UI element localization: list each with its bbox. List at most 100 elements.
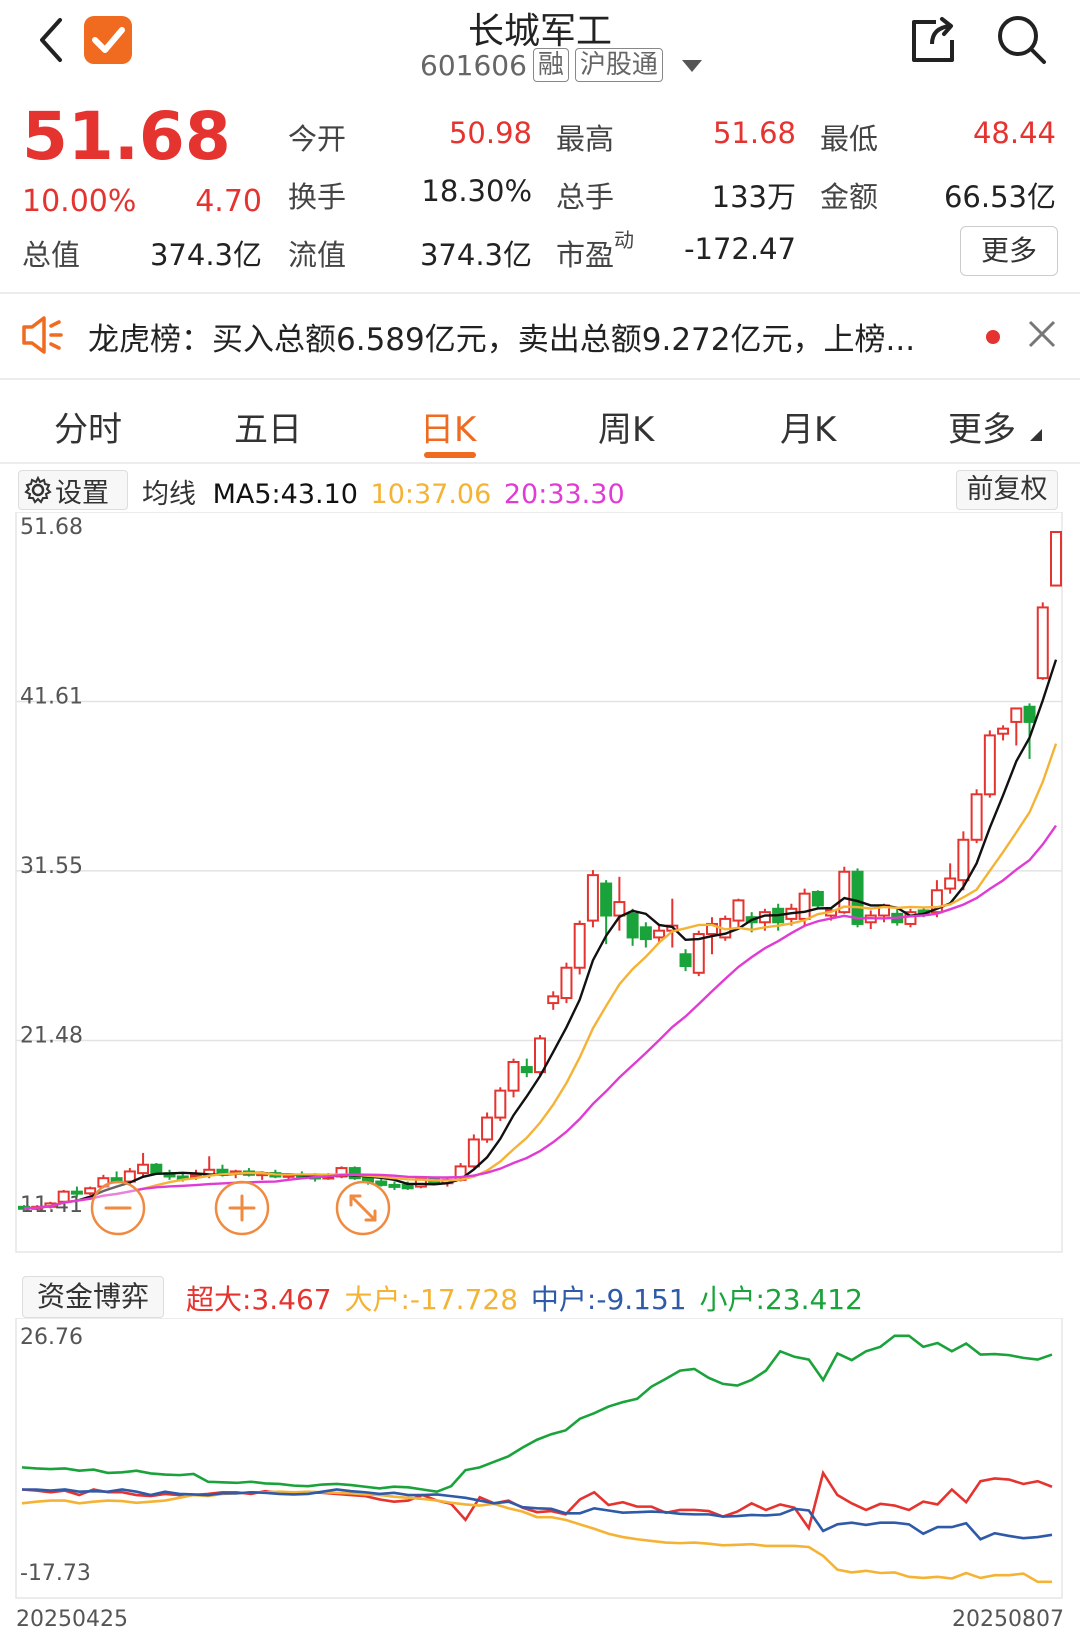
tab-daily-k[interactable]: 日K (420, 410, 477, 450)
divider (0, 462, 1080, 464)
stat-value: 50.98 (448, 116, 532, 150)
close-notice-button[interactable] (1024, 316, 1060, 352)
ma5-value: MA5:43.10 (212, 479, 358, 510)
candle-body (84, 1187, 97, 1195)
candle-body (1023, 705, 1036, 723)
corner-triangle-icon (1030, 426, 1042, 445)
x-start-label: 20250425 (16, 1607, 128, 1632)
super-large-flow: 超大:3.467 (186, 1283, 332, 1316)
tab-more[interactable]: 更多 (948, 410, 1016, 450)
candle-body (626, 912, 639, 939)
tab-monthly-k[interactable]: 月K (780, 410, 837, 450)
candle-body (70, 1190, 83, 1195)
notice-text: 龙虎榜：买入总额6.589亿元，卖出总额9.272亿元，上榜... (88, 322, 916, 358)
candle-body (560, 966, 573, 1000)
share-icon (912, 17, 954, 62)
candle-body (375, 1180, 388, 1186)
chart-frame (15, 1318, 1063, 1599)
ma10-line (23, 743, 1058, 1210)
search-icon (998, 16, 1046, 64)
watchlist-added-icon[interactable] (82, 14, 134, 66)
search-button[interactable] (994, 12, 1050, 68)
back-arrow-icon (40, 18, 62, 62)
stock-code: 601606 (420, 48, 527, 82)
share-button[interactable] (906, 14, 960, 68)
stat-label: 总手 (556, 180, 615, 214)
chart-frame (15, 512, 1063, 1253)
stat-label: 最低 (820, 122, 879, 156)
y-tick-label: 51.68 (20, 515, 83, 540)
candle-body (573, 922, 586, 969)
stat-value: 374.3亿 (419, 238, 532, 272)
candle-body (335, 1167, 348, 1178)
notice-bar[interactable]: 龙虎榜：买入总额6.589亿元，卖出总额9.272亿元，上榜... (0, 294, 1080, 378)
stock-switch-dropdown-icon[interactable] (680, 56, 704, 76)
stat-value: 133万 (711, 180, 796, 214)
candle-body (348, 1167, 361, 1180)
last-price: 51.68 (22, 98, 231, 175)
medium-flow: 中户:-9.151 (530, 1283, 687, 1316)
stat-value: 48.44 (972, 116, 1056, 150)
adjust-mode-button[interactable]: 前复权 (956, 470, 1058, 510)
stock-subtitle: 601606 融 沪股通 (420, 48, 663, 82)
tab-intraday[interactable]: 分时 (54, 410, 122, 450)
ma-label: 均线 (142, 479, 196, 510)
gear-icon (24, 475, 52, 504)
zoom-out-icon[interactable] (90, 1180, 146, 1236)
tab-five-day[interactable]: 五日 (234, 410, 302, 450)
tab-weekly-k[interactable]: 周K (598, 410, 655, 450)
fund-flow-chart[interactable]: 26.76 -17.73 20250425 20250807 (0, 1318, 1080, 1641)
candle-body (957, 838, 970, 882)
stat-value: -172.47 (684, 232, 796, 266)
candle-body (534, 1037, 546, 1074)
x-end-label: 20250807 (952, 1607, 1064, 1632)
stat-value: 66.53亿 (943, 180, 1056, 214)
candle-body (507, 1061, 520, 1092)
candle-body (467, 1138, 480, 1168)
flow-line-medium (22, 1488, 1053, 1541)
chart-settings-button[interactable]: 设置 (18, 470, 128, 510)
candle-body (137, 1163, 150, 1175)
candle-body (1050, 531, 1062, 587)
candle-body (1036, 606, 1049, 680)
candle-body (732, 899, 745, 922)
candle-body (401, 1183, 414, 1190)
close-icon (1028, 320, 1056, 348)
small-flow: 小户:23.412 (699, 1283, 863, 1316)
ma20-line (23, 824, 1057, 1210)
candle-body (653, 929, 666, 939)
stat-label: 今开 (288, 122, 347, 156)
more-quote-button[interactable]: 更多 (960, 226, 1058, 276)
candle-body (586, 874, 599, 922)
divider (0, 378, 1080, 380)
candle-body (811, 890, 824, 907)
zoom-in-icon[interactable] (214, 1180, 270, 1236)
change-percent: 10.00% (22, 184, 137, 219)
candle-body (930, 889, 943, 914)
y-tick-label: 26.76 (20, 1325, 83, 1350)
y-tick-label: -17.73 (20, 1561, 91, 1586)
y-tick-label: 21.48 (20, 1023, 83, 1048)
settings-label: 设置 (55, 477, 109, 509)
candle-body (520, 1066, 533, 1074)
flow-legend: 超大:3.467 大户:-17.728 中户:-9.151 小户:23.412 (186, 1278, 863, 1318)
candle-body (851, 870, 864, 925)
flow-line-small (21, 1334, 1053, 1494)
candle-body (997, 727, 1010, 735)
active-tab-indicator (424, 452, 476, 458)
candle-body (481, 1116, 494, 1141)
candle-body (639, 926, 652, 941)
stat-value: 374.3亿 (149, 238, 262, 272)
expand-icon[interactable] (335, 1180, 391, 1236)
back-button[interactable] (30, 14, 74, 66)
ma-legend: 均线 MA5:43.10 10:37.06 20:33.30 (142, 472, 625, 511)
candle-body (547, 995, 560, 1005)
candle-body (494, 1089, 507, 1119)
y-tick-label: 31.55 (20, 854, 83, 879)
y-tick-label: 41.61 (20, 685, 83, 710)
stat-label: 市盈 (556, 238, 615, 272)
stat-value: 51.68 (712, 116, 796, 150)
flow-title-button[interactable]: 资金博弈 (22, 1276, 164, 1318)
stat-label: 流值 (288, 238, 347, 272)
